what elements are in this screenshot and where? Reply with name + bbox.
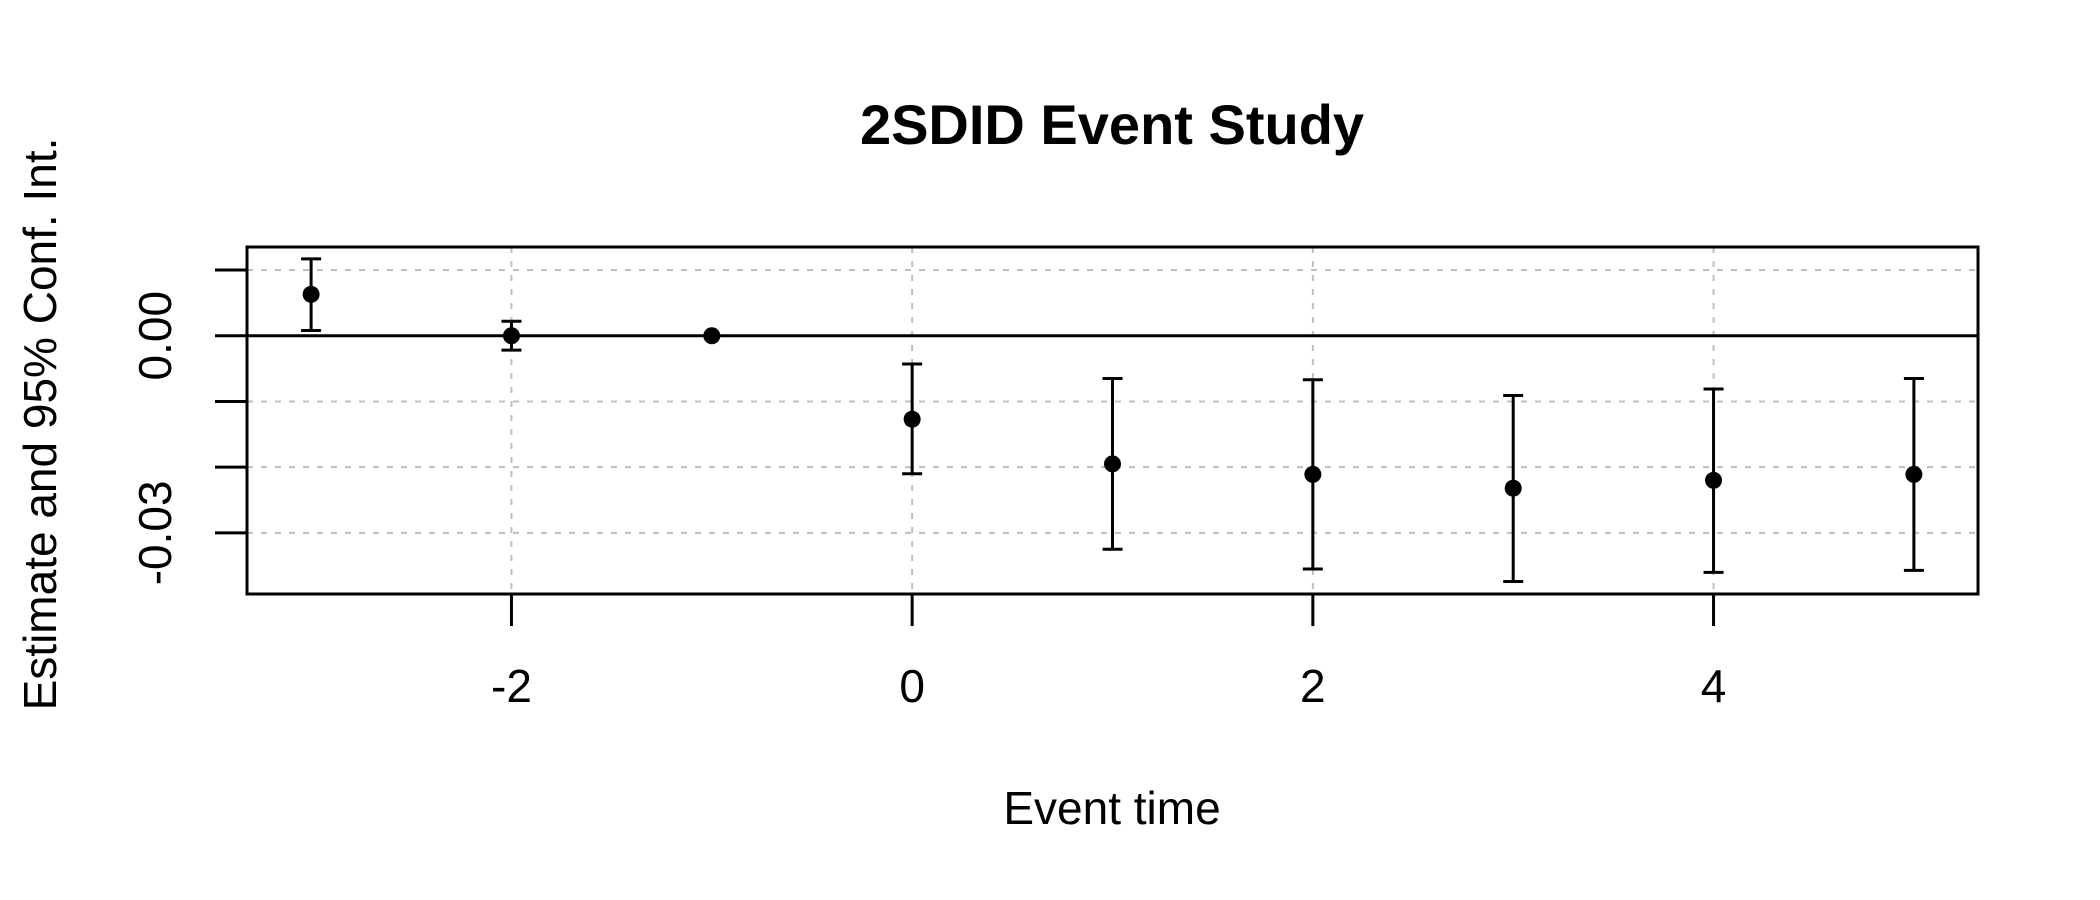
x-tick-label-0: -2	[491, 660, 532, 712]
point-5	[1304, 465, 1322, 483]
y-tick-label-1: 0.00	[129, 291, 181, 381]
chart-title: 2SDID Event Study	[860, 93, 1364, 156]
estimate-3	[902, 362, 923, 476]
estimate-5	[1302, 378, 1323, 571]
estimate-7	[1703, 387, 1724, 574]
point-2	[703, 327, 721, 345]
estimate-0	[301, 257, 322, 332]
estimate-8	[1903, 376, 1924, 572]
point-3	[903, 410, 921, 428]
point-4	[1104, 455, 1121, 473]
y-tick-label-4: -0.03	[129, 480, 181, 585]
estimate-4	[1102, 376, 1123, 551]
estimate-6	[1503, 394, 1524, 584]
x-tick-label-1: 0	[899, 660, 925, 712]
point-7	[1705, 471, 1723, 489]
point-0	[302, 285, 320, 303]
point-6	[1504, 479, 1522, 497]
point-8	[1905, 465, 1923, 483]
point-1	[502, 327, 520, 345]
x-axis: -2 0 2 4	[491, 594, 1726, 712]
plot-frame	[245, 245, 1980, 596]
estimate-1	[501, 319, 522, 352]
x-axis-label: Event time	[1003, 782, 1220, 834]
y-axis-label: Estimate and 95% Conf. Int.	[14, 138, 66, 711]
data-marks	[301, 257, 1924, 584]
estimate-2	[703, 327, 721, 345]
y-axis: 0.00 -0.03	[129, 268, 247, 585]
x-tick-label-3: 4	[1701, 660, 1727, 712]
x-tick-label-2: 2	[1300, 660, 1326, 712]
